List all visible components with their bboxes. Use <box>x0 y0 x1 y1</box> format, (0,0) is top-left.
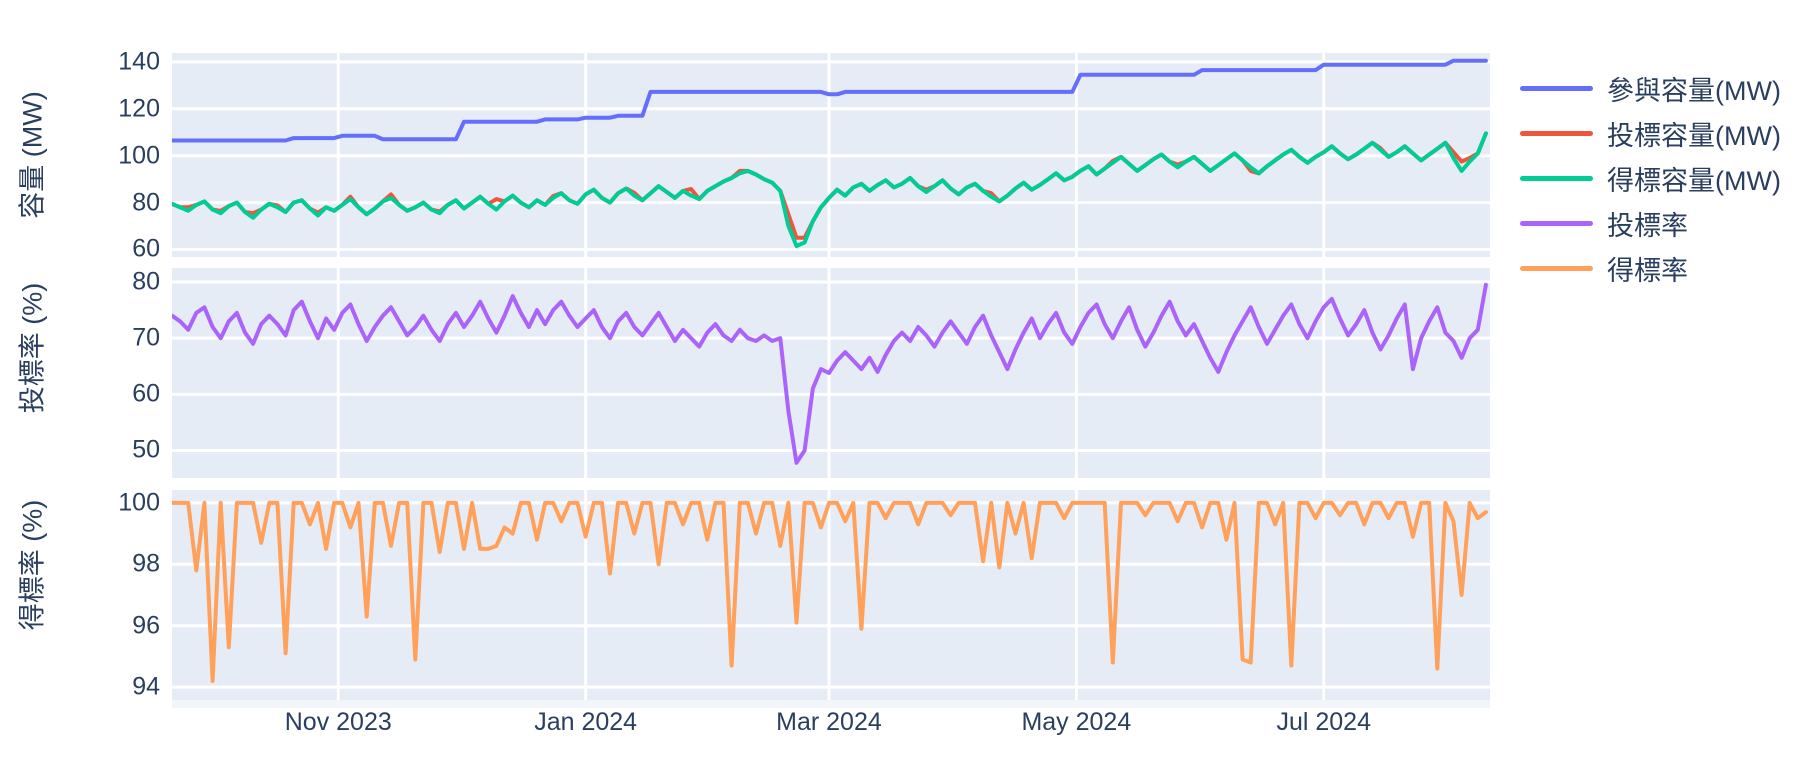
legend-label: 投標率 <box>1607 211 1688 241</box>
y-tick-label: 60 <box>132 234 160 263</box>
legend-item-參與容量(MW)[interactable]: 參與容量(MW) <box>1520 66 1781 111</box>
y-tick-label: 120 <box>118 94 160 123</box>
y-axis-title-capacity: 容量 (MW) <box>17 91 48 219</box>
legend-swatch <box>1520 266 1593 271</box>
x-tick-label: May 2024 <box>1021 708 1132 736</box>
x-tick-label: Mar 2024 <box>776 708 882 736</box>
x-tick-label: Jul 2024 <box>1276 708 1371 736</box>
y-tick-label: 80 <box>132 267 160 296</box>
legend-label: 得標容量(MW) <box>1607 166 1781 196</box>
legend-item-投標率[interactable]: 投標率 <box>1520 201 1781 246</box>
y-tick-label: 50 <box>132 435 160 464</box>
y-tick-label: 100 <box>118 141 160 170</box>
legend-label: 參與容量(MW) <box>1607 76 1781 106</box>
x-tick-label: Nov 2023 <box>284 708 392 736</box>
legend-item-得標率[interactable]: 得標率 <box>1520 246 1781 291</box>
y-tick-label: 94 <box>132 672 160 701</box>
y-tick-label: 100 <box>118 488 160 517</box>
legend-label: 投標容量(MW) <box>1607 121 1781 151</box>
series-line-得標率 <box>172 500 1488 683</box>
legend-label: 得標率 <box>1607 256 1688 286</box>
y-axis-title-win-rate: 得標率 (%) <box>17 499 48 631</box>
y-axis-title-bid-rate: 投標率 (%) <box>17 282 48 414</box>
legend-swatch <box>1520 86 1593 91</box>
legend-item-得標容量(MW)[interactable]: 得標容量(MW) <box>1520 156 1781 201</box>
legend-swatch <box>1520 221 1593 226</box>
subplot-1 <box>172 268 1490 478</box>
y-tick-label: 60 <box>132 379 160 408</box>
y-tick-label: 96 <box>132 611 160 640</box>
y-tick-label: 80 <box>132 188 160 217</box>
y-tick-label: 98 <box>132 549 160 578</box>
subplot-2 <box>172 490 1490 700</box>
series-line-參與容量(MW) <box>172 58 1488 143</box>
series-line-投標率 <box>172 282 1488 465</box>
x-tick-label: Jan 2024 <box>534 708 638 736</box>
y-tick-label: 70 <box>132 323 160 352</box>
legend-swatch <box>1520 176 1593 181</box>
series-line-得標容量(MW) <box>172 131 1488 248</box>
legend-item-投標容量(MW)[interactable]: 投標容量(MW) <box>1520 111 1781 156</box>
y-tick-label: 140 <box>118 47 160 76</box>
subplot-0 <box>172 53 1490 257</box>
x-axis-baseline-strip <box>172 700 1490 708</box>
legend: 參與容量(MW) 投標容量(MW) 得標容量(MW) 投標率得標率 <box>1520 66 1781 291</box>
legend-swatch <box>1520 131 1593 136</box>
panel-background <box>172 490 1490 700</box>
